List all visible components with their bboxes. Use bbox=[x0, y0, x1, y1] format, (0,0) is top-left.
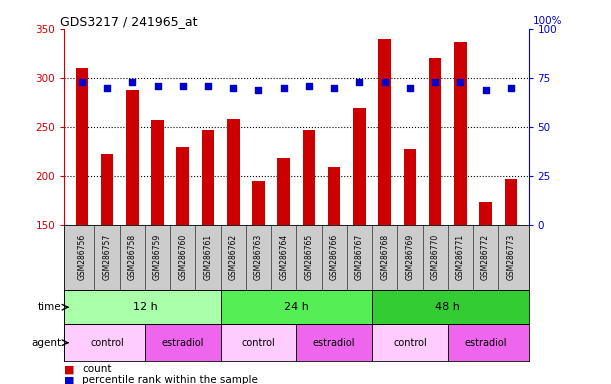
Bar bbox=[448, 324, 529, 361]
Text: GSM286773: GSM286773 bbox=[507, 234, 515, 280]
Bar bbox=[454, 41, 467, 225]
Point bbox=[506, 84, 516, 91]
Point bbox=[430, 79, 440, 85]
Bar bbox=[378, 38, 391, 225]
Point bbox=[77, 79, 87, 85]
Text: agent: agent bbox=[31, 338, 61, 348]
Text: GSM286763: GSM286763 bbox=[254, 234, 263, 280]
Text: control: control bbox=[241, 338, 276, 348]
Text: GSM286756: GSM286756 bbox=[78, 234, 86, 280]
Bar bbox=[372, 290, 529, 324]
Text: 12 h: 12 h bbox=[133, 302, 157, 312]
Point bbox=[304, 83, 314, 89]
Text: 24 h: 24 h bbox=[284, 302, 309, 312]
Text: 48 h: 48 h bbox=[435, 302, 460, 312]
Text: GSM286759: GSM286759 bbox=[153, 234, 162, 280]
Bar bbox=[353, 108, 366, 225]
Text: control: control bbox=[90, 338, 124, 348]
Bar bbox=[479, 202, 492, 225]
Bar bbox=[64, 290, 221, 324]
Point bbox=[229, 84, 238, 91]
Bar bbox=[221, 324, 296, 361]
Text: GSM286762: GSM286762 bbox=[229, 234, 238, 280]
Text: GSM286765: GSM286765 bbox=[304, 234, 313, 280]
Bar bbox=[252, 180, 265, 225]
Bar bbox=[221, 290, 372, 324]
Text: GSM286771: GSM286771 bbox=[456, 234, 465, 280]
Point bbox=[354, 79, 364, 85]
Bar bbox=[296, 324, 372, 361]
Text: GSM286769: GSM286769 bbox=[406, 234, 414, 280]
Bar bbox=[64, 324, 145, 361]
Text: percentile rank within the sample: percentile rank within the sample bbox=[82, 375, 258, 384]
Text: GSM286772: GSM286772 bbox=[481, 234, 490, 280]
Point bbox=[153, 83, 163, 89]
Bar bbox=[101, 154, 114, 225]
Text: GSM286760: GSM286760 bbox=[178, 234, 187, 280]
Text: time: time bbox=[37, 302, 61, 312]
Bar bbox=[152, 120, 164, 225]
Text: GDS3217 / 241965_at: GDS3217 / 241965_at bbox=[59, 15, 197, 28]
Text: GSM286758: GSM286758 bbox=[128, 234, 137, 280]
Text: GSM286764: GSM286764 bbox=[279, 234, 288, 280]
Bar bbox=[328, 167, 340, 225]
Text: GSM286757: GSM286757 bbox=[103, 234, 112, 280]
Bar bbox=[302, 130, 315, 225]
Bar bbox=[76, 68, 88, 225]
Point bbox=[203, 83, 213, 89]
Text: estradiol: estradiol bbox=[161, 338, 204, 348]
Bar bbox=[429, 58, 442, 225]
Point bbox=[178, 83, 188, 89]
Text: ■: ■ bbox=[64, 375, 75, 384]
Text: GSM286770: GSM286770 bbox=[431, 234, 440, 280]
Text: GSM286766: GSM286766 bbox=[330, 234, 338, 280]
Bar bbox=[404, 149, 416, 225]
Point bbox=[329, 84, 339, 91]
Text: control: control bbox=[393, 338, 426, 348]
Text: GSM286761: GSM286761 bbox=[203, 234, 213, 280]
Point bbox=[128, 79, 137, 85]
Text: estradiol: estradiol bbox=[313, 338, 356, 348]
Bar bbox=[372, 324, 448, 361]
Text: estradiol: estradiol bbox=[464, 338, 507, 348]
Text: count: count bbox=[82, 364, 112, 374]
Bar bbox=[277, 158, 290, 225]
Point bbox=[405, 84, 415, 91]
Bar bbox=[202, 130, 214, 225]
Text: ■: ■ bbox=[64, 364, 75, 374]
Bar bbox=[177, 147, 189, 225]
Text: GSM286768: GSM286768 bbox=[380, 234, 389, 280]
Text: 100%: 100% bbox=[533, 16, 562, 26]
Point bbox=[254, 86, 263, 93]
Bar bbox=[505, 179, 517, 225]
Point bbox=[481, 86, 491, 93]
Bar bbox=[145, 324, 221, 361]
Point bbox=[380, 79, 390, 85]
Point bbox=[455, 79, 465, 85]
Point bbox=[102, 84, 112, 91]
Text: GSM286767: GSM286767 bbox=[355, 234, 364, 280]
Bar bbox=[227, 119, 240, 225]
Point bbox=[279, 84, 288, 91]
Bar bbox=[126, 89, 139, 225]
